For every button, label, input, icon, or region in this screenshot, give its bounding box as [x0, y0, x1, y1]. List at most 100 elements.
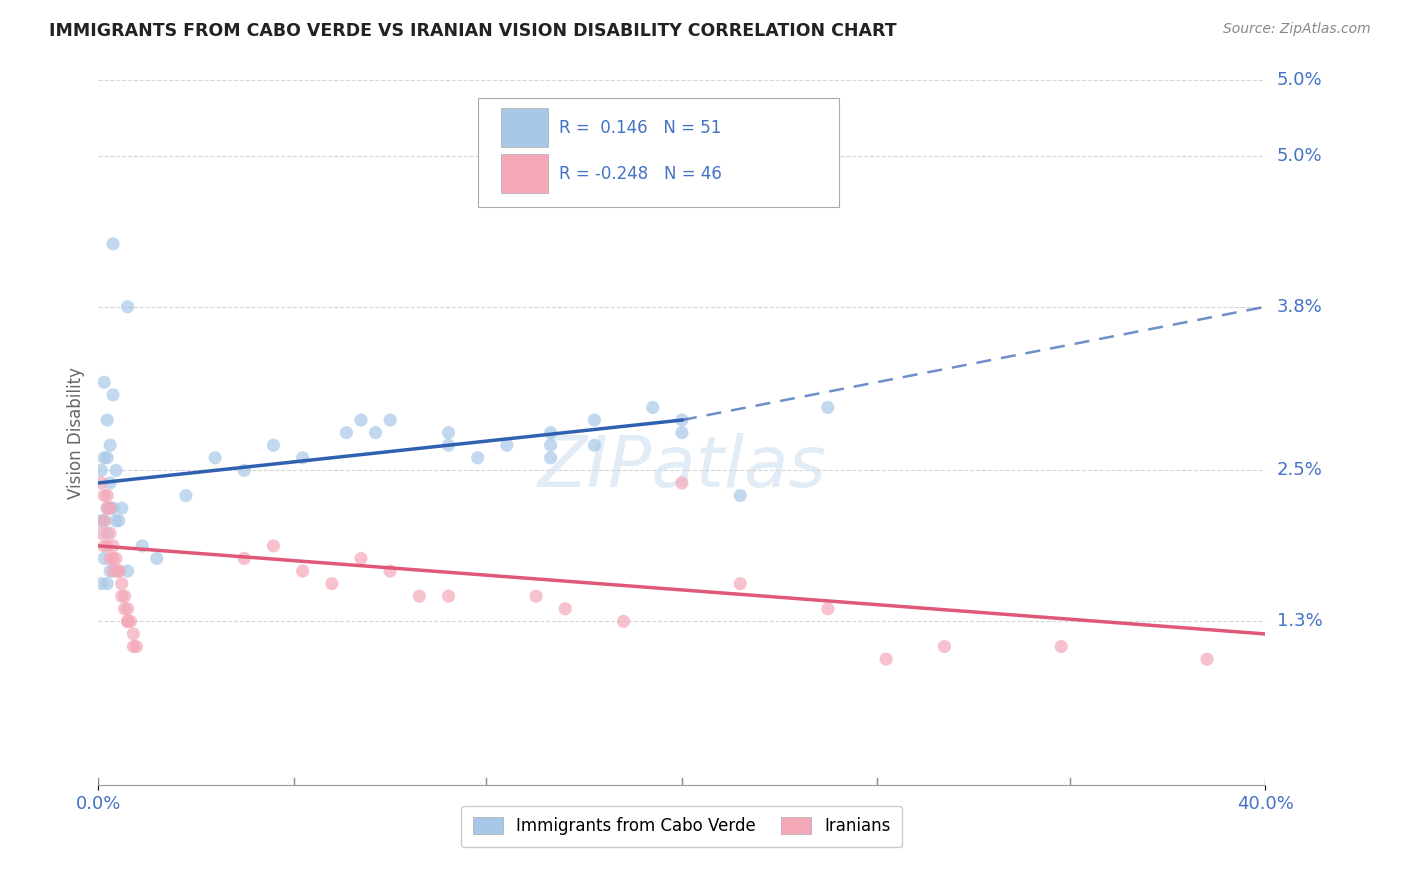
- Text: ZIPatlas: ZIPatlas: [537, 434, 827, 502]
- Point: [146, 551, 169, 566]
- Point: [101, 551, 124, 566]
- Point: [612, 615, 634, 629]
- Text: IMMIGRANTS FROM CABO VERDE VS IRANIAN VISION DISABILITY CORRELATION CHART: IMMIGRANTS FROM CABO VERDE VS IRANIAN VI…: [49, 22, 897, 40]
- Point: [233, 463, 256, 477]
- Point: [93, 489, 115, 503]
- Point: [641, 401, 664, 415]
- Point: [104, 514, 127, 528]
- Point: [233, 551, 256, 566]
- Point: [114, 589, 136, 603]
- Point: [1050, 640, 1073, 654]
- Point: [98, 438, 121, 452]
- Point: [108, 514, 131, 528]
- Point: [111, 589, 134, 603]
- Text: 5.0%: 5.0%: [1277, 147, 1322, 165]
- Point: [90, 514, 112, 528]
- Point: [350, 413, 373, 427]
- Y-axis label: Vision Disability: Vision Disability: [66, 367, 84, 499]
- Point: [98, 564, 121, 578]
- Point: [671, 475, 693, 490]
- Point: [262, 438, 284, 452]
- Point: [204, 450, 226, 465]
- FancyBboxPatch shape: [501, 109, 548, 147]
- Point: [101, 539, 124, 553]
- Point: [291, 450, 314, 465]
- Point: [96, 450, 118, 465]
- Point: [122, 640, 145, 654]
- Text: R = -0.248   N = 46: R = -0.248 N = 46: [560, 165, 723, 183]
- Text: 5.0%: 5.0%: [1277, 71, 1322, 89]
- Point: [730, 489, 752, 503]
- Point: [93, 514, 115, 528]
- Point: [101, 501, 124, 516]
- Point: [90, 463, 112, 477]
- Point: [90, 576, 112, 591]
- Point: [96, 501, 118, 516]
- Point: [117, 615, 139, 629]
- Point: [350, 551, 373, 566]
- FancyBboxPatch shape: [501, 154, 548, 193]
- Point: [90, 526, 112, 541]
- Point: [120, 615, 142, 629]
- Point: [467, 450, 489, 465]
- Point: [671, 413, 693, 427]
- Point: [364, 425, 387, 440]
- Point: [117, 564, 139, 578]
- Point: [111, 576, 134, 591]
- Point: [437, 438, 460, 452]
- Text: 1.3%: 1.3%: [1277, 613, 1322, 631]
- Text: 2.5%: 2.5%: [1277, 461, 1323, 479]
- Point: [93, 539, 115, 553]
- Point: [671, 425, 693, 440]
- FancyBboxPatch shape: [478, 98, 839, 207]
- Point: [93, 450, 115, 465]
- Point: [335, 425, 357, 440]
- Point: [93, 376, 115, 390]
- Point: [540, 438, 562, 452]
- Point: [117, 300, 139, 314]
- Point: [540, 425, 562, 440]
- Point: [104, 463, 127, 477]
- Point: [93, 514, 115, 528]
- Text: R =  0.146   N = 51: R = 0.146 N = 51: [560, 119, 721, 136]
- Point: [108, 564, 131, 578]
- Point: [101, 564, 124, 578]
- Point: [583, 413, 606, 427]
- Point: [101, 388, 124, 402]
- Point: [96, 539, 118, 553]
- Point: [90, 475, 112, 490]
- Point: [98, 501, 121, 516]
- Point: [875, 652, 897, 666]
- Point: [98, 551, 121, 566]
- Point: [817, 601, 839, 615]
- Point: [437, 589, 460, 603]
- Point: [104, 564, 127, 578]
- Point: [437, 425, 460, 440]
- Point: [117, 601, 139, 615]
- Point: [817, 401, 839, 415]
- Point: [111, 501, 134, 516]
- Point: [96, 526, 118, 541]
- Point: [98, 501, 121, 516]
- Legend: Immigrants from Cabo Verde, Iranians: Immigrants from Cabo Verde, Iranians: [461, 805, 903, 847]
- Point: [131, 539, 153, 553]
- Point: [496, 438, 519, 452]
- Point: [380, 564, 402, 578]
- Point: [96, 501, 118, 516]
- Point: [1195, 652, 1218, 666]
- Point: [98, 526, 121, 541]
- Point: [554, 601, 576, 615]
- Point: [96, 413, 118, 427]
- Point: [117, 615, 139, 629]
- Point: [101, 236, 124, 251]
- Point: [122, 627, 145, 641]
- Text: Source: ZipAtlas.com: Source: ZipAtlas.com: [1223, 22, 1371, 37]
- Point: [583, 438, 606, 452]
- Point: [96, 489, 118, 503]
- Text: 3.8%: 3.8%: [1277, 298, 1322, 316]
- Point: [730, 576, 752, 591]
- Point: [114, 601, 136, 615]
- Point: [104, 551, 127, 566]
- Point: [262, 539, 284, 553]
- Point: [96, 576, 118, 591]
